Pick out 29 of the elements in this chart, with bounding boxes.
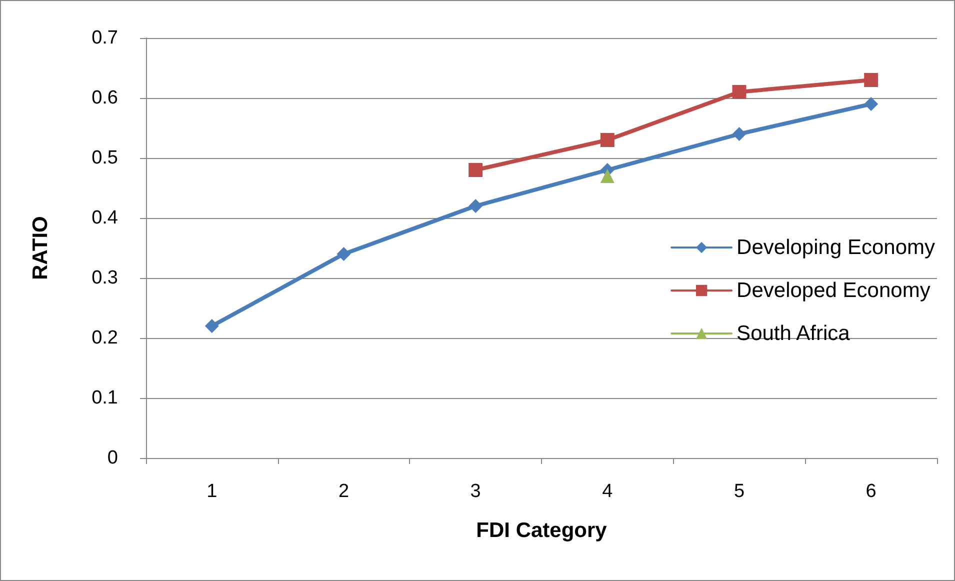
point (468, 163, 483, 177)
legend-label: Developed Economy (736, 279, 931, 302)
x-tick-label: 1 (206, 481, 218, 502)
y-axis-title: RATIO (29, 216, 52, 280)
y-tick-label: 0.1 (92, 388, 118, 408)
x-tick-label: 5 (734, 481, 745, 502)
point (864, 73, 878, 87)
x-tick-label: 6 (866, 481, 876, 502)
x-tick-label: 3 (470, 481, 481, 502)
y-tick-label: 0.3 (92, 268, 118, 288)
point (732, 85, 746, 99)
y-tick-label: 0 (107, 448, 118, 468)
point (204, 319, 219, 333)
x-tick-label: 4 (602, 481, 614, 502)
point (600, 133, 614, 147)
x-tick-label: 2 (338, 481, 350, 502)
point (336, 247, 351, 261)
point (600, 169, 614, 183)
legend-label: Developing Economy (736, 236, 936, 259)
y-tick-label: 0.7 (92, 28, 118, 48)
y-tick-label: 0.4 (92, 208, 118, 228)
x-axis-title: FDI Category (476, 519, 608, 542)
point (732, 127, 746, 141)
point (468, 199, 483, 213)
y-tick-label: 0.2 (92, 328, 118, 348)
legend-label: South Africa (736, 322, 850, 345)
y-tick-label: 0.6 (92, 88, 118, 108)
y-tick-label: 0.5 (92, 148, 118, 168)
point (864, 97, 878, 111)
